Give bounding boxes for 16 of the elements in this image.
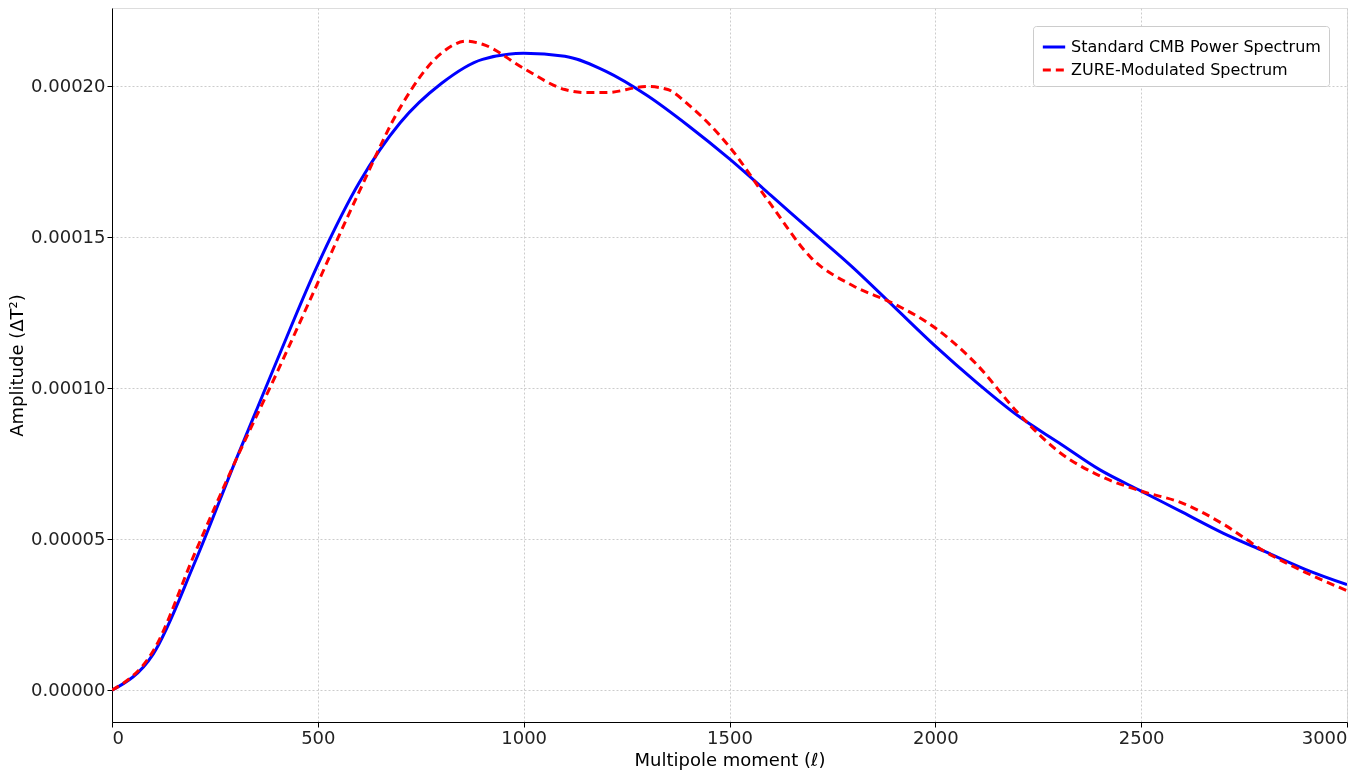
y-tick-label: 0.00000 [31, 678, 106, 700]
y-tick-label: 0.00015 [31, 225, 106, 247]
legend-label: ZURE-Modulated Spectrum [1071, 60, 1288, 79]
y-axis-title: Amplitude (ΔT²) [6, 294, 28, 437]
y-tick-label: 0.00020 [31, 74, 106, 96]
x-tick-label: 2000 [912, 726, 959, 748]
legend-label: Standard CMB Power Spectrum [1071, 37, 1321, 56]
x-axis-title: Multipole moment (ℓ) [634, 748, 826, 770]
x-tick-label: 1500 [707, 726, 753, 748]
x-tick-label: 500 [301, 726, 336, 748]
x-tick-label: 3000 [1301, 726, 1348, 748]
x-tick-label: 0 [112, 726, 124, 748]
y-tick-label: 0.00010 [31, 376, 106, 398]
x-tick-label: 1000 [501, 726, 548, 748]
y-tick-label: 0.00005 [31, 527, 106, 549]
x-tick-label: 2500 [1118, 726, 1165, 748]
